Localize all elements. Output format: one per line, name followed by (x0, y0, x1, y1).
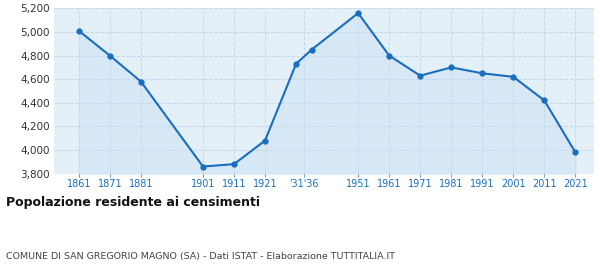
Text: Popolazione residente ai censimenti: Popolazione residente ai censimenti (6, 196, 260, 209)
Text: COMUNE DI SAN GREGORIO MAGNO (SA) - Dati ISTAT - Elaborazione TUTTITALIA.IT: COMUNE DI SAN GREGORIO MAGNO (SA) - Dati… (6, 252, 395, 261)
